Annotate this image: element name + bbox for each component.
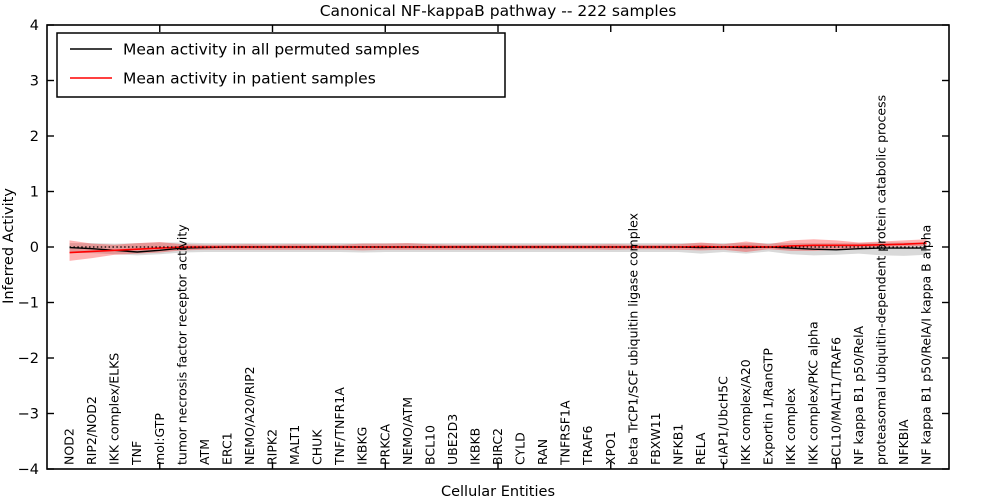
- y-axis-tick-label: 4: [30, 18, 39, 34]
- y-axis-tick-label: 0: [30, 240, 39, 256]
- x-axis-tick-label: NOD2: [62, 428, 77, 465]
- x-axis-label: Cellular Entities: [441, 484, 555, 500]
- legend: Mean activity in all permuted samples Me…: [56, 32, 506, 98]
- x-axis-tick-label: IKK complex/A20: [738, 359, 753, 465]
- legend-label-patient: Mean activity in patient samples: [123, 70, 376, 88]
- x-axis-tick-label: PRKCA: [377, 424, 392, 465]
- x-axis-tick-label: TNF: [129, 441, 144, 466]
- x-axis-tick-label: MALT1: [287, 425, 302, 465]
- x-axis-tick-label: CHUK: [310, 429, 325, 465]
- x-axis-tick-label: tumor necrosis factor receptor activity: [174, 224, 189, 465]
- y-axis-tick-label: −4: [18, 462, 39, 478]
- y-axis-label: Inferred Activity: [1, 188, 17, 304]
- x-axis-tick-label: RIP2/NOD2: [84, 396, 99, 465]
- x-axis-tick-label: NFKB1: [670, 424, 685, 465]
- x-axis-tick-label: RELA: [693, 432, 708, 465]
- plot-area: 4 3 2 1 0 −1 −2 −3 −4 NOD2 RIP2/NOD2 IKK complex/EL…: [18, 18, 949, 478]
- y-axis-tick-label: 2: [30, 129, 39, 145]
- x-axis-tick-label: NF kappa B1 p50/RelA/I kappa B alpha: [918, 225, 933, 465]
- x-axis-tick-label: TRAF6: [580, 425, 595, 466]
- x-axis-tick-label: CYLD: [513, 432, 528, 465]
- x-axis-tick-label: NFKBIA: [896, 419, 911, 465]
- x-axis-tick-label: proteasomal ubiquitin-dependent protein …: [873, 95, 888, 465]
- x-axis-tick-label: IKK complex: [783, 388, 798, 465]
- chart-title: Canonical NF-kappaB pathway -- 222 sampl…: [320, 2, 677, 20]
- x-axis-tick-label: mol:GTP: [152, 413, 167, 465]
- x-axis-tick-label: ATM: [197, 439, 212, 465]
- x-axis-tick-label: NEMO/ATM: [400, 397, 415, 465]
- x-axis-tick-label: NEMO/A20/RIP2: [242, 366, 257, 465]
- x-axis-tick-label: UBE2D3: [445, 414, 460, 465]
- x-axis-tick-label: beta TrCP1/SCF ubiquitin ligase complex: [625, 213, 640, 465]
- x-axis-tick-label: IKK complex/ELKS: [107, 353, 122, 465]
- x-axis-tick-label: BIRC2: [490, 428, 505, 465]
- x-axis-tick-label: XPO1: [603, 431, 618, 465]
- x-axis-tick-label: FBXW11: [648, 412, 663, 465]
- y-axis-tick-label: −2: [18, 351, 39, 367]
- x-axis-tick-label: RAN: [535, 439, 550, 465]
- plot-frame: [46, 24, 950, 470]
- y-axis-tick-label: −3: [18, 407, 39, 423]
- permuted-band: [69, 242, 927, 256]
- y-axis-tick-label: 1: [30, 185, 39, 201]
- x-axis-tick-label: RIPK2: [265, 429, 280, 465]
- y-axis-tick-label: 3: [30, 74, 39, 90]
- x-axis-tick-label: cIAP1/UbcH5C: [716, 376, 731, 465]
- patient-band: [69, 239, 927, 261]
- x-axis-tick-label: Exportin 1/RanGTP: [761, 348, 776, 465]
- y-axis-tick-label: −1: [18, 296, 39, 312]
- x-axis-tick-label: BCL10/MALT1/TRAF6: [828, 337, 843, 465]
- patient-mean-line: [69, 242, 927, 254]
- x-axis-tick-label: ERC1: [219, 432, 234, 465]
- x-axis-tick-label: TNFRSF1A: [558, 400, 573, 466]
- x-axis-tick-label: BCL10: [422, 425, 437, 465]
- x-axis-tick-label: IKK complex/PKC alpha: [806, 321, 821, 465]
- x-axis-tick-label: NF kappa B1 p50/RelA: [851, 325, 866, 465]
- legend-label-permuted: Mean activity in all permuted samples: [123, 41, 420, 59]
- x-axis-tick-label: IKBKG: [355, 427, 370, 465]
- legend-box: [56, 32, 506, 98]
- x-axis-tick-label: TNF/TNFR1A: [332, 387, 347, 466]
- x-axis-tick-label: IKBKB: [467, 428, 482, 465]
